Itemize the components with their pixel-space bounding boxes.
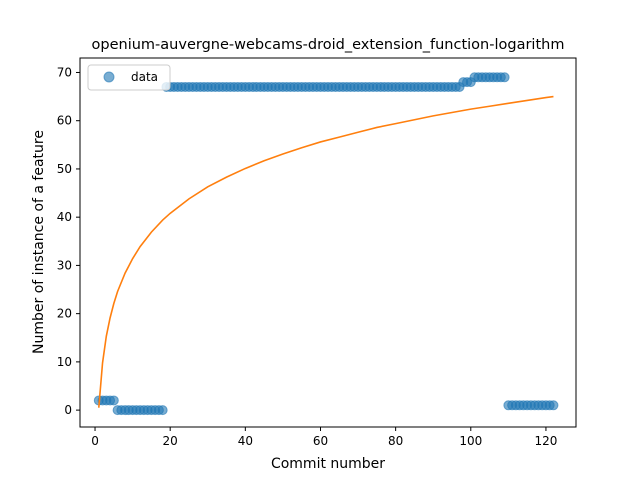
x-axis-label: Commit number (271, 456, 385, 472)
legend-label-data: data (131, 70, 158, 84)
data-point (157, 405, 168, 416)
fit-line (97, 95, 554, 408)
y-tick-label: 70 (57, 65, 72, 79)
y-axis-label: Number of instance of a feature (31, 130, 47, 354)
y-tick-label: 40 (57, 210, 72, 224)
y-tick-label: 0 (64, 403, 72, 417)
x-axis: 0 20 40 60 80 100 120 (91, 427, 557, 448)
x-tick-label: 120 (534, 434, 557, 448)
x-tick-label: 20 (163, 434, 178, 448)
x-tick-label: 100 (459, 434, 482, 448)
x-tick-label: 40 (238, 434, 253, 448)
x-tick-label: 60 (313, 434, 328, 448)
data-point (108, 395, 119, 406)
data-point (499, 72, 510, 83)
chart-title: openium-auvergne-webcams-droid_extension… (92, 37, 565, 53)
y-tick-label: 50 (57, 162, 72, 176)
y-axis: 0 10 20 30 40 50 60 70 (57, 65, 80, 417)
y-tick-label: 20 (57, 307, 72, 321)
y-tick-label: 60 (57, 114, 72, 128)
data-point (548, 400, 559, 411)
y-tick-label: 30 (57, 258, 72, 272)
x-tick-label: 80 (388, 434, 403, 448)
plot-area (93, 72, 559, 416)
x-tick-label: 0 (91, 434, 99, 448)
legend-box (87, 64, 171, 91)
axes-frame (79, 57, 577, 428)
legend-marker-data (103, 71, 115, 83)
y-tick-label: 10 (57, 355, 72, 369)
legend: data (87, 64, 171, 91)
